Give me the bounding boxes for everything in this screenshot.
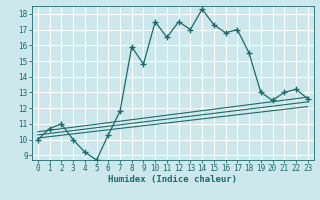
X-axis label: Humidex (Indice chaleur): Humidex (Indice chaleur) — [108, 175, 237, 184]
